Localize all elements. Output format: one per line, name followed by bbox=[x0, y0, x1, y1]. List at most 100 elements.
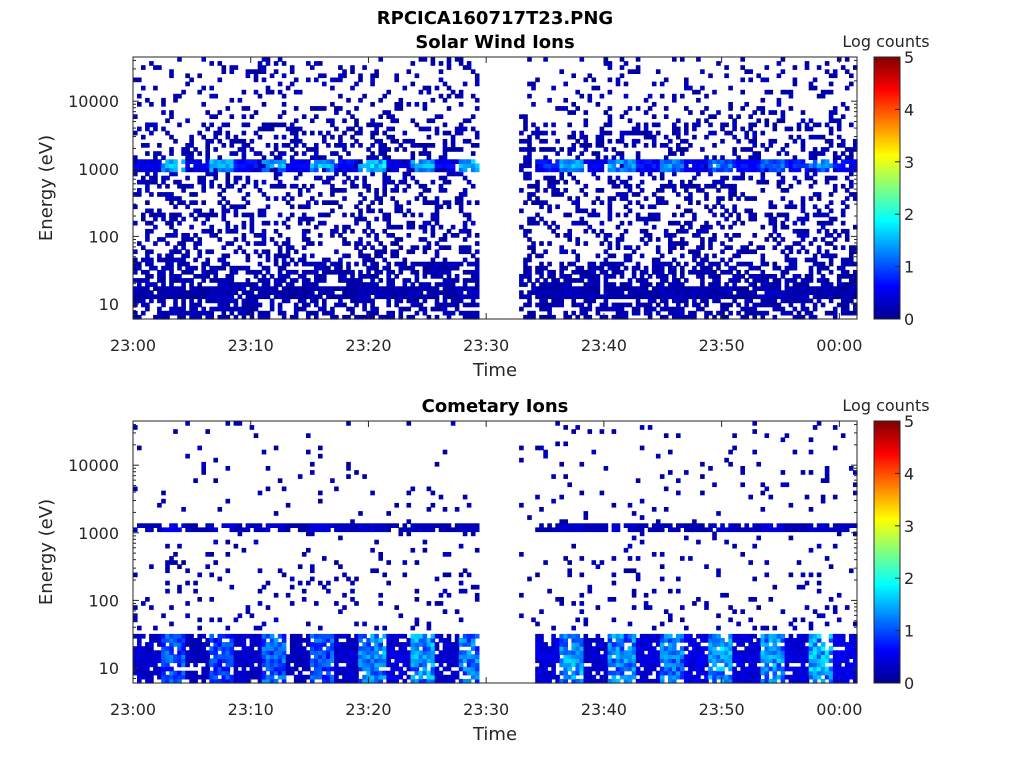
heatmap-cell bbox=[169, 621, 174, 627]
heatmap-cell bbox=[844, 85, 850, 91]
heatmap-cell bbox=[277, 642, 283, 647]
heatmap-cell bbox=[277, 57, 283, 62]
heatmap-cell bbox=[350, 294, 355, 300]
heatmap-cell bbox=[531, 314, 536, 320]
heatmap-cell bbox=[724, 216, 729, 222]
heatmap-cell bbox=[225, 183, 231, 189]
heatmap-cell bbox=[394, 163, 399, 169]
heatmap-cell bbox=[181, 286, 186, 291]
heatmap-cell bbox=[551, 192, 556, 197]
heatmap-cell bbox=[836, 294, 842, 300]
heatmap-cell bbox=[410, 269, 416, 275]
heatmap-cell bbox=[261, 212, 267, 218]
heatmap-cell bbox=[442, 138, 448, 144]
heatmap-cell bbox=[659, 306, 665, 312]
heatmap-cell bbox=[169, 605, 174, 610]
heatmap-cell bbox=[603, 130, 609, 136]
heatmap-cell bbox=[748, 274, 753, 279]
heatmap-cell bbox=[446, 302, 452, 308]
heatmap-cell bbox=[655, 282, 661, 287]
heatmap-cell bbox=[330, 633, 335, 639]
heatmap-cell bbox=[358, 97, 363, 103]
heatmap-cell bbox=[169, 110, 174, 115]
heatmap-cell bbox=[684, 220, 689, 226]
heatmap-cell bbox=[301, 552, 307, 557]
heatmap-cell bbox=[539, 306, 544, 312]
heatmap-cell bbox=[462, 314, 468, 320]
heatmap-cell bbox=[700, 286, 705, 291]
heatmap-cell bbox=[651, 261, 657, 267]
heatmap-cell bbox=[728, 302, 733, 308]
heatmap-cell bbox=[663, 286, 669, 291]
heatmap-cell bbox=[708, 274, 713, 279]
heatmap-cell bbox=[169, 654, 174, 659]
heatmap-cell bbox=[229, 204, 235, 210]
heatmap-cell bbox=[539, 269, 544, 275]
heatmap-cell bbox=[374, 122, 379, 128]
heatmap-cell bbox=[310, 155, 315, 160]
heatmap-cell bbox=[306, 531, 311, 537]
heatmap-cell bbox=[306, 638, 311, 643]
heatmap-cell bbox=[724, 294, 729, 300]
heatmap-cell bbox=[310, 568, 315, 574]
heatmap-cell bbox=[306, 159, 311, 164]
heatmap-cell bbox=[780, 89, 786, 95]
heatmap-cell bbox=[249, 425, 255, 430]
heatmap-cell bbox=[430, 233, 436, 238]
heatmap-cell bbox=[575, 208, 580, 214]
heatmap-cell bbox=[583, 147, 589, 152]
heatmap-cell bbox=[133, 646, 138, 651]
heatmap-cell bbox=[772, 228, 778, 234]
heatmap-cell bbox=[547, 175, 552, 181]
heatmap-cell bbox=[458, 122, 464, 128]
heatmap-cell bbox=[688, 196, 693, 201]
heatmap-cell bbox=[708, 183, 713, 189]
x-axis-label: Time bbox=[472, 360, 517, 381]
heatmap-cell bbox=[301, 261, 307, 267]
heatmap-cell bbox=[603, 286, 609, 291]
heatmap-cell bbox=[221, 257, 227, 263]
heatmap-cell bbox=[539, 138, 544, 144]
heatmap-cell bbox=[583, 159, 589, 164]
heatmap-cell bbox=[221, 265, 227, 271]
heatmap-cell bbox=[824, 61, 830, 66]
heatmap-cell bbox=[301, 143, 307, 148]
heatmap-cell bbox=[137, 646, 142, 651]
heatmap-cell bbox=[651, 134, 657, 140]
heatmap-cell bbox=[422, 298, 428, 304]
heatmap-cell bbox=[390, 314, 395, 320]
heatmap-cell bbox=[543, 290, 548, 295]
heatmap-cell bbox=[213, 290, 218, 295]
heatmap-cell bbox=[808, 196, 814, 201]
heatmap-cell bbox=[229, 97, 235, 103]
heatmap-cell bbox=[406, 249, 412, 255]
heatmap-cell bbox=[390, 188, 395, 193]
heatmap-cell bbox=[189, 642, 194, 647]
heatmap-cell bbox=[197, 274, 202, 279]
heatmap-cell bbox=[752, 216, 757, 222]
heatmap-cell bbox=[197, 650, 202, 655]
heatmap-cell bbox=[310, 674, 315, 680]
heatmap-cell bbox=[153, 167, 158, 173]
heatmap-cell bbox=[173, 138, 178, 144]
heatmap-cell bbox=[547, 306, 552, 312]
heatmap-cell bbox=[458, 290, 464, 295]
heatmap-cell bbox=[651, 224, 657, 230]
heatmap-cell bbox=[595, 274, 601, 279]
heatmap-cell bbox=[551, 294, 556, 300]
heatmap-cell bbox=[346, 286, 351, 291]
heatmap-cell bbox=[237, 310, 243, 316]
heatmap-cell bbox=[442, 81, 448, 87]
heatmap-cell bbox=[462, 220, 468, 226]
heatmap-cell bbox=[591, 294, 597, 300]
heatmap-cell bbox=[229, 274, 235, 279]
heatmap-cell bbox=[410, 302, 416, 308]
heatmap-cell bbox=[249, 294, 255, 300]
heatmap-cell bbox=[563, 290, 568, 295]
heatmap-cell bbox=[326, 294, 331, 300]
heatmap-cell bbox=[322, 527, 327, 533]
heatmap-cell bbox=[836, 265, 842, 271]
heatmap-cell bbox=[133, 261, 138, 267]
heatmap-cell bbox=[704, 298, 709, 304]
heatmap-cell bbox=[800, 110, 806, 115]
